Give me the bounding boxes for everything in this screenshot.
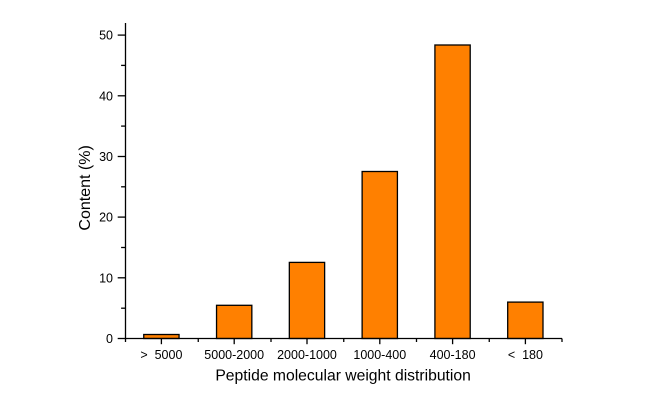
svg-text:40: 40 [99, 89, 113, 103]
svg-text:< 180: < 180 [508, 348, 543, 362]
svg-text:30: 30 [99, 150, 113, 164]
svg-text:> 5000: > 5000 [140, 348, 182, 362]
svg-text:Content (%): Content (%) [77, 145, 94, 230]
svg-text:2000-1000: 2000-1000 [277, 348, 337, 362]
svg-text:Peptide molecular weight distr: Peptide molecular weight distribution [215, 368, 471, 385]
svg-text:400-180: 400-180 [430, 348, 476, 362]
svg-text:0: 0 [106, 332, 113, 346]
svg-text:50: 50 [99, 29, 113, 43]
svg-text:10: 10 [99, 271, 113, 285]
svg-text:20: 20 [99, 211, 113, 225]
svg-text:1000-400: 1000-400 [353, 348, 406, 362]
svg-text:5000-2000: 5000-2000 [204, 348, 264, 362]
